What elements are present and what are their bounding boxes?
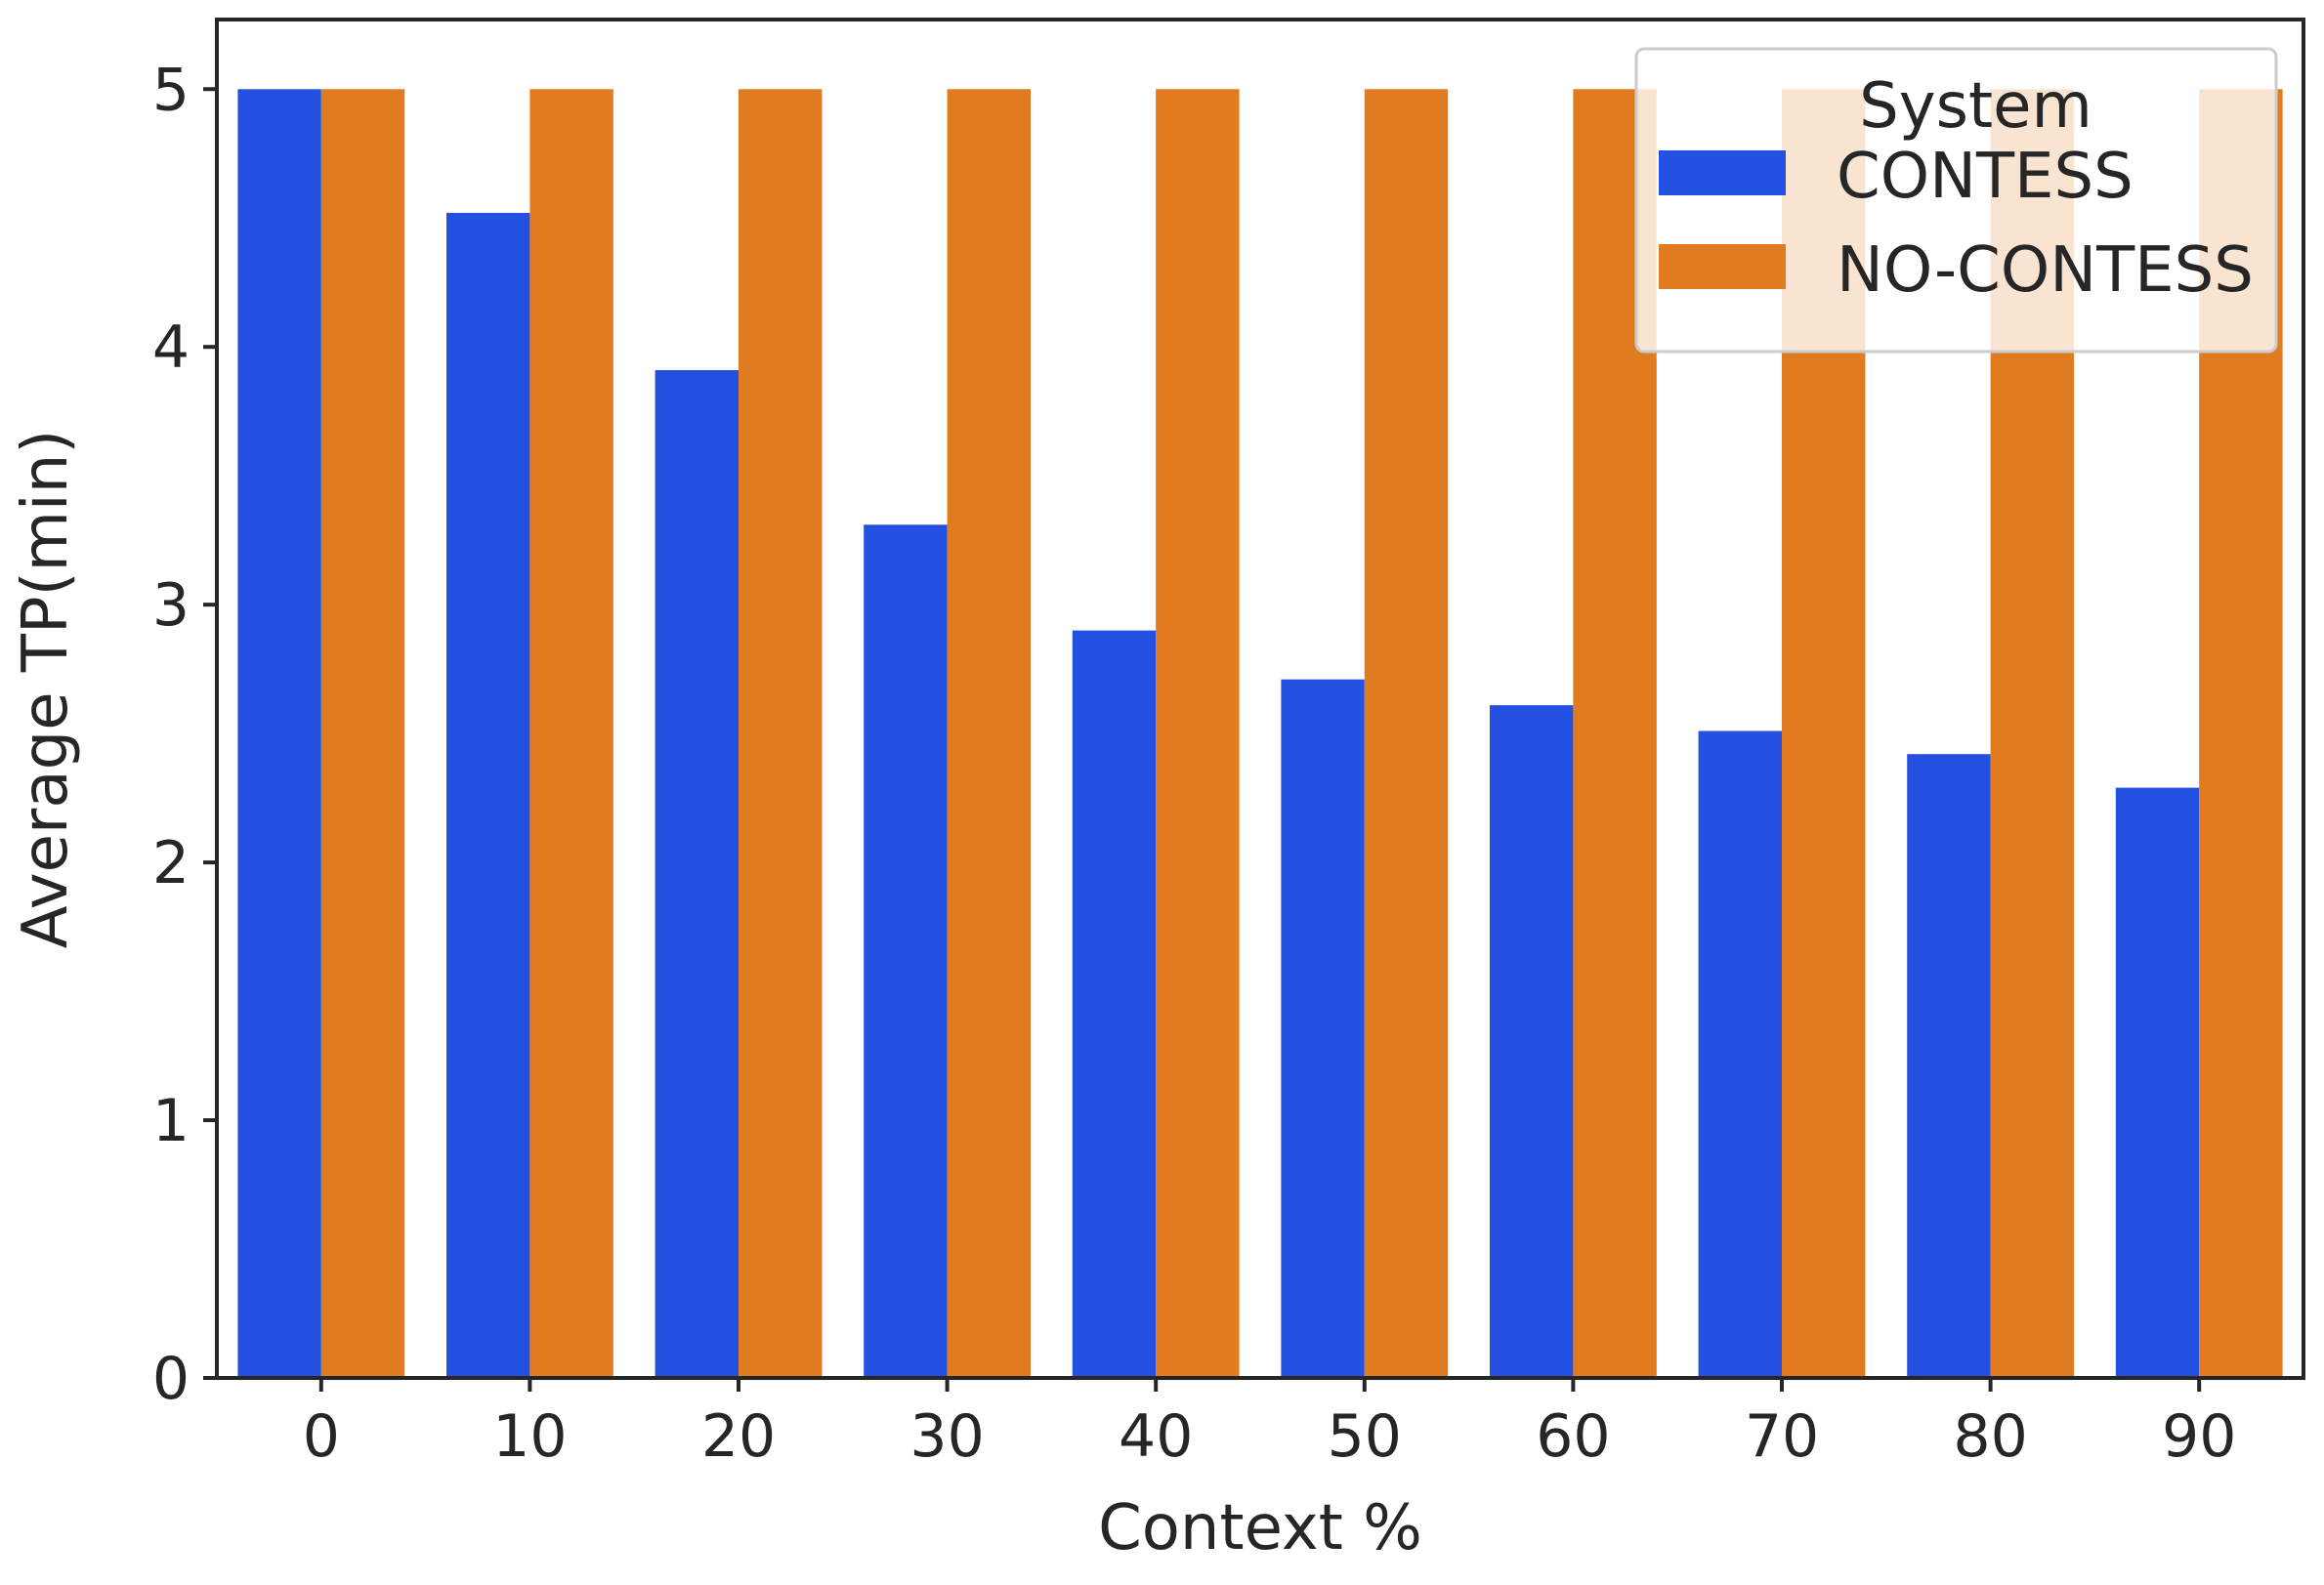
y-tick-label: 5 bbox=[152, 56, 190, 124]
x-tick-label: 0 bbox=[303, 1402, 340, 1471]
bar-contess-30 bbox=[864, 524, 948, 1378]
bar-contess-70 bbox=[1698, 730, 1782, 1378]
bars-layer bbox=[237, 89, 2283, 1378]
x-tick-label: 60 bbox=[1536, 1402, 1610, 1471]
y-tick-label: 4 bbox=[152, 313, 190, 382]
bar-no-contess-50 bbox=[1364, 89, 1449, 1378]
legend-swatch-contess bbox=[1659, 150, 1786, 195]
legend-label-no-contess: NO-CONTESS bbox=[1837, 234, 2254, 307]
x-tick-label: 90 bbox=[2162, 1402, 2236, 1471]
x-axis-label: Context % bbox=[1098, 1492, 1422, 1564]
bar-contess-20 bbox=[655, 370, 739, 1378]
x-tick-label: 40 bbox=[1119, 1402, 1193, 1471]
bar-contess-40 bbox=[1072, 630, 1157, 1378]
x-tick-label: 10 bbox=[492, 1402, 567, 1471]
x-tick-label: 20 bbox=[701, 1402, 776, 1471]
legend: System CONTESS NO-CONTESS bbox=[1634, 47, 2278, 354]
x-tick-label: 70 bbox=[1745, 1402, 1819, 1471]
plot-frame bbox=[215, 18, 2305, 1380]
x-axis: 0 10 20 30 40 50 60 70 80 90 bbox=[303, 1378, 2236, 1471]
bar-contess-80 bbox=[1907, 754, 1991, 1378]
y-tick-label: 2 bbox=[152, 829, 190, 897]
legend-box bbox=[1634, 47, 2278, 354]
y-axis: 0 1 2 3 4 5 bbox=[152, 56, 217, 1413]
legend-title: System bbox=[1859, 70, 2092, 143]
bar-contess-90 bbox=[2115, 787, 2200, 1378]
bar-no-contess-10 bbox=[529, 89, 613, 1378]
bar-no-contess-20 bbox=[739, 89, 823, 1378]
bar-no-contess-0 bbox=[320, 89, 405, 1378]
bar-no-contess-30 bbox=[947, 89, 1031, 1378]
y-tick-label: 0 bbox=[152, 1345, 190, 1413]
bar-contess-50 bbox=[1281, 679, 1365, 1378]
legend-swatch-no-contess bbox=[1659, 244, 1786, 289]
legend-label-contess: CONTESS bbox=[1837, 141, 2134, 213]
y-axis-label: Average TP(min) bbox=[10, 430, 82, 948]
x-tick-label: 30 bbox=[909, 1402, 984, 1471]
x-tick-label: 80 bbox=[1953, 1402, 2027, 1471]
y-tick-label: 3 bbox=[152, 571, 190, 640]
bar-contess-0 bbox=[237, 89, 321, 1378]
x-tick-label: 50 bbox=[1328, 1402, 1402, 1471]
bar-contess-60 bbox=[1490, 705, 1574, 1378]
bar-no-contess-40 bbox=[1156, 89, 1240, 1378]
bar-contess-10 bbox=[446, 213, 530, 1378]
y-tick-label: 1 bbox=[152, 1087, 190, 1155]
